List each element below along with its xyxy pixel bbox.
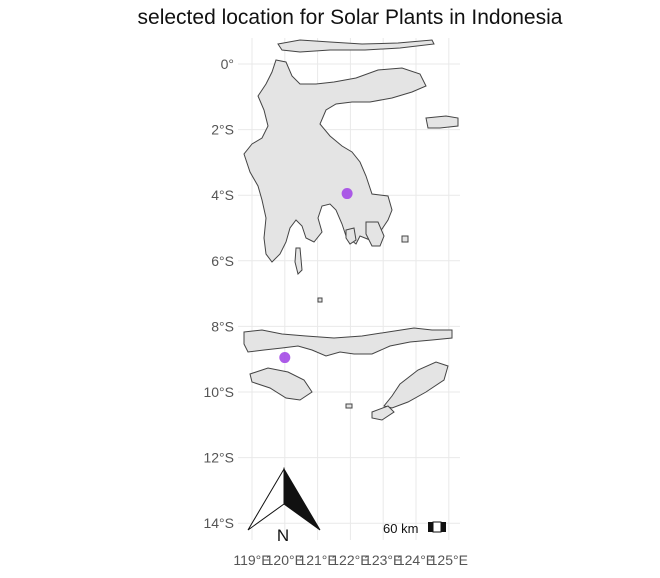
scale-bar-segment-black-2 bbox=[441, 522, 446, 532]
x-tick-label: 120°E bbox=[266, 552, 304, 568]
muna-island bbox=[345, 227, 357, 245]
solar-plant-point bbox=[341, 188, 353, 200]
north-arrow-left-half-icon bbox=[247, 467, 285, 531]
x-tick-label: 123°E bbox=[364, 552, 402, 568]
sawu-islet bbox=[345, 403, 353, 409]
solar-plant-points bbox=[279, 188, 353, 364]
y-tick-label: 6°S bbox=[211, 253, 234, 269]
scale-bar: 60 km bbox=[383, 521, 446, 536]
x-tick-label: 124°E bbox=[397, 552, 435, 568]
x-tick-label: 121°E bbox=[298, 552, 336, 568]
timor-island bbox=[383, 361, 449, 409]
sumba-island bbox=[249, 367, 313, 401]
buton-island bbox=[365, 221, 385, 247]
map-title: selected location for Solar Plants in In… bbox=[137, 6, 563, 29]
y-tick-label: 10°S bbox=[203, 384, 234, 400]
land-masses bbox=[243, 39, 459, 421]
scale-bar-segment-white bbox=[432, 521, 442, 533]
x-tick-label: 119°E bbox=[233, 552, 270, 568]
north-arrow-label: N bbox=[277, 526, 289, 545]
y-tick-label: 12°S bbox=[203, 450, 234, 466]
sulawesi-north-strip bbox=[277, 39, 435, 53]
rote-island bbox=[371, 405, 395, 421]
y-tick-label: 2°S bbox=[211, 122, 234, 138]
scale-bar-segment-black bbox=[428, 522, 433, 532]
x-tick-label: 122°E bbox=[331, 552, 369, 568]
north-arrow: N bbox=[247, 467, 321, 545]
scale-bar-label: 60 km bbox=[383, 521, 418, 536]
y-tick-label: 8°S bbox=[211, 318, 234, 334]
solar-plant-point bbox=[279, 352, 291, 364]
sulawesi-island bbox=[243, 59, 427, 263]
y-axis-ticks: 0° 2°S 4°S 6°S 8°S 10°S 12°S 14°S bbox=[203, 56, 234, 531]
x-tick-label: 125°E bbox=[430, 552, 468, 568]
selayar-island bbox=[294, 247, 303, 275]
y-tick-label: 14°S bbox=[203, 515, 234, 531]
north-arrow-right-half-icon bbox=[283, 467, 321, 531]
y-tick-label: 4°S bbox=[211, 187, 234, 203]
y-tick-label: 0° bbox=[221, 56, 234, 72]
flores-sea-islet bbox=[317, 297, 323, 303]
wakatobi-islet bbox=[401, 235, 409, 243]
peleng-island bbox=[425, 115, 459, 129]
lesser-sunda-islands bbox=[243, 327, 453, 357]
